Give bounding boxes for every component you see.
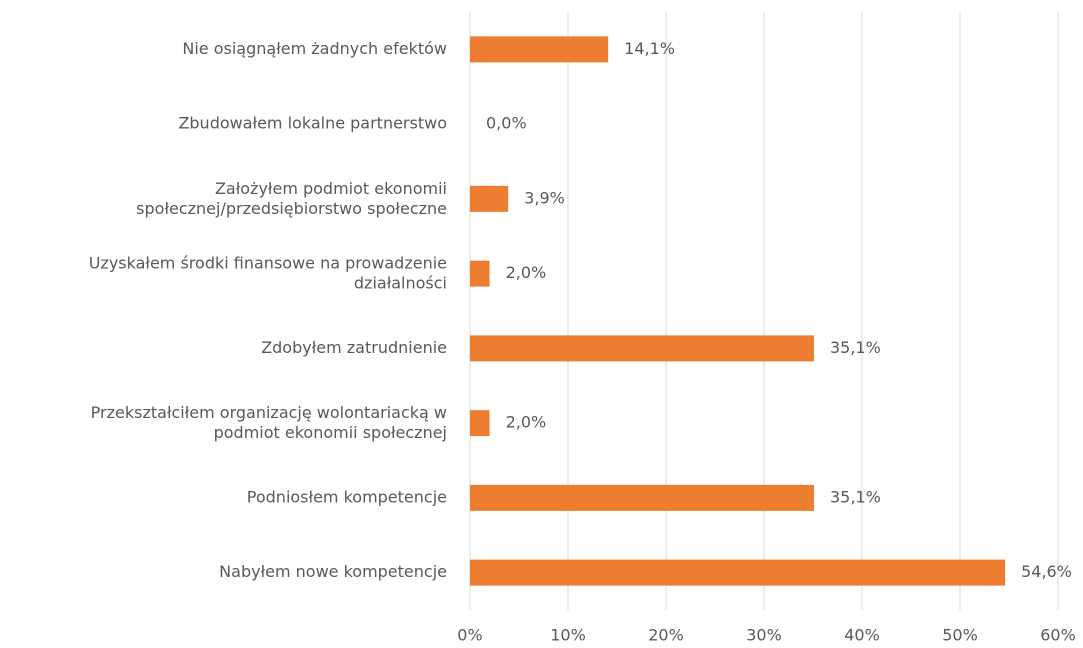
x-tick-label: 20%	[648, 626, 684, 645]
bar	[470, 484, 814, 511]
bar	[470, 410, 490, 437]
y-tick-label: Nie osiągnąłem żadnych efektów	[182, 39, 447, 58]
data-label: 2,0%	[506, 263, 547, 282]
data-label: 3,9%	[524, 188, 565, 207]
data-label: 0,0%	[486, 114, 527, 133]
bar	[470, 36, 609, 63]
y-tick-label: Przekształciłem organizację wolontariack…	[91, 403, 447, 442]
y-tick-label: Uzyskałem środki finansowe na prowadzeni…	[89, 253, 447, 292]
data-label: 14,1%	[624, 39, 675, 58]
data-label: 35,1%	[830, 487, 881, 506]
bar	[470, 559, 1006, 586]
x-tick-label: 60%	[1040, 626, 1076, 645]
x-tick-label: 40%	[844, 626, 880, 645]
y-tick-label: Założyłem podmiot ekonomii społecznej/prz…	[136, 178, 447, 217]
x-tick-label: 30%	[746, 626, 782, 645]
x-tick-label: 10%	[550, 626, 586, 645]
x-tick-label: 50%	[942, 626, 978, 645]
bar	[470, 185, 509, 212]
y-tick-label: Zbudowałem lokalne partnerstwo	[178, 114, 447, 133]
data-label: 35,1%	[830, 338, 881, 357]
bar	[470, 335, 814, 362]
data-label: 2,0%	[506, 413, 547, 432]
y-tick-label: Nabyłem nowe kompetencje	[219, 562, 447, 581]
bar	[470, 260, 490, 287]
data-label: 54,6%	[1021, 562, 1072, 581]
y-tick-label: Podniosłem kompetencje	[247, 487, 447, 506]
x-tick-label: 0%	[457, 626, 482, 645]
y-tick-label: Zdobyłem zatrudnienie	[261, 338, 447, 357]
